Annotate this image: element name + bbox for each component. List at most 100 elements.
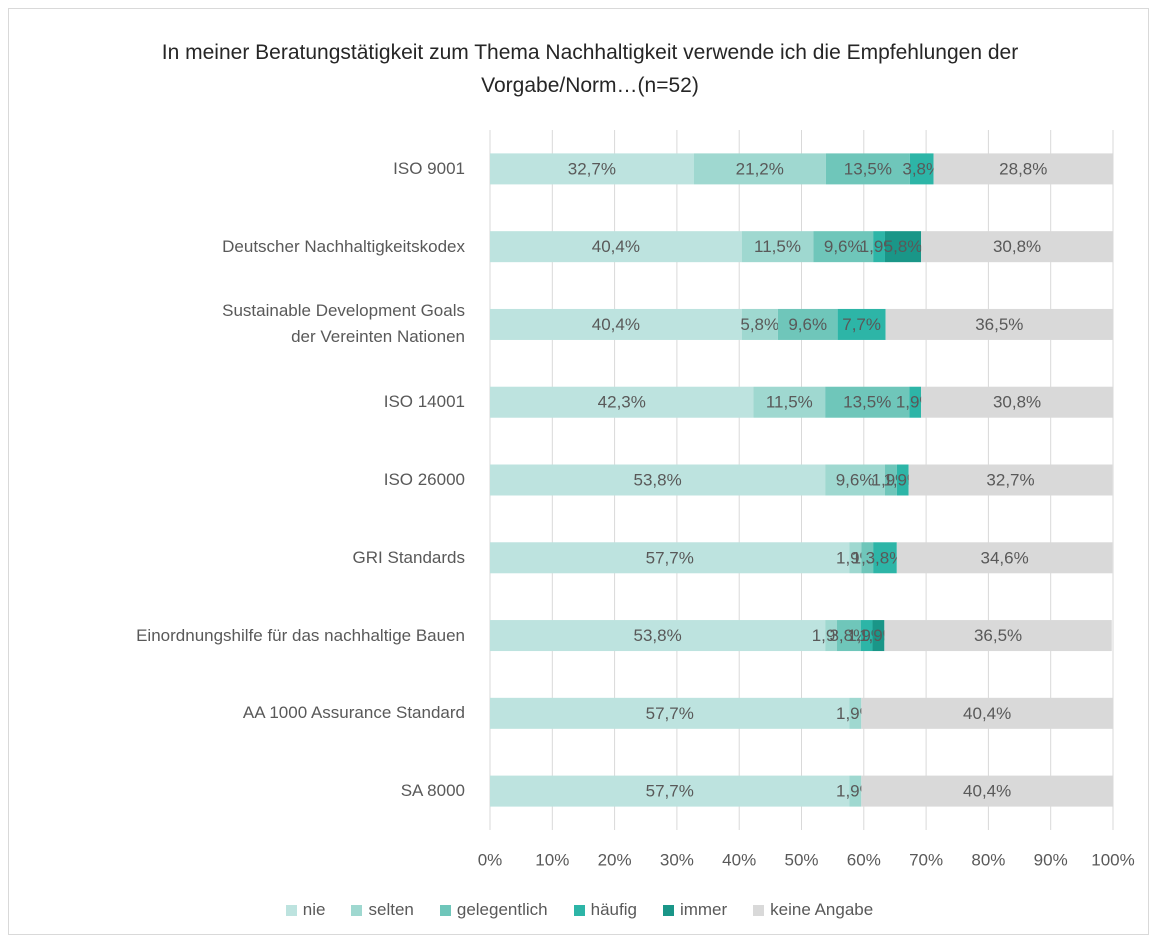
bar-segment: [860, 620, 873, 652]
category-label: GRI Standards: [352, 547, 465, 567]
bar-segment: [490, 464, 826, 496]
x-tick-label: 0%: [478, 850, 503, 869]
value-label: 53,8%: [633, 626, 681, 645]
value-label: 9,6%: [788, 315, 827, 334]
value-label: 7,7%: [842, 315, 881, 334]
value-label: 40,4%: [963, 782, 1011, 801]
bar-segment: [490, 775, 850, 807]
bar-segment: [921, 231, 1113, 263]
bar-segment: [908, 464, 1113, 496]
bar-segment: [490, 386, 754, 418]
category-label: Sustainable Development Goals der Verein…: [222, 301, 465, 347]
legend-label: nie: [302, 900, 326, 919]
value-label: 57,7%: [646, 782, 694, 801]
bar-segment: [884, 464, 897, 496]
x-tick-label: 80%: [971, 850, 1005, 869]
bar-segment: [490, 231, 742, 263]
chart-frame: [8, 8, 1149, 935]
bar-segment: [849, 697, 862, 729]
value-label: 57,7%: [646, 548, 694, 567]
bar-segment: [921, 386, 1113, 418]
bar-segment: [490, 620, 826, 652]
x-tick-label: 40%: [722, 850, 756, 869]
bar-segment: [849, 775, 862, 807]
bar-segment: [490, 308, 742, 340]
x-tick-label: 50%: [784, 850, 818, 869]
bar-segment: [861, 697, 1113, 729]
value-label: 11,5%: [766, 393, 813, 412]
x-tick-label: 10%: [535, 850, 569, 869]
bar-segment: [885, 308, 1113, 340]
bar-segment: [861, 542, 874, 574]
x-tick-label: 90%: [1034, 850, 1068, 869]
value-label: 34,6%: [980, 548, 1028, 567]
legend-item: gelegentlich: [439, 900, 548, 920]
bar-segment: [896, 464, 909, 496]
legend-swatch: [753, 904, 765, 916]
value-label: 40,4%: [963, 704, 1011, 723]
bar-segment: [861, 775, 1113, 807]
legend-swatch: [351, 904, 363, 916]
x-tick-label: 60%: [847, 850, 881, 869]
legend-swatch: [439, 904, 451, 916]
category-label: Deutscher Nachhaltigkeitskodex: [222, 236, 465, 256]
bar-segment: [825, 464, 885, 496]
value-label: 5,8%: [884, 237, 923, 256]
bar-segment: [490, 153, 694, 185]
value-label: 5,8%: [740, 315, 779, 334]
legend-item: nie: [285, 900, 326, 920]
legend-label: selten: [368, 900, 414, 919]
legend-item: immer: [662, 900, 728, 920]
value-label: 21,2%: [736, 159, 784, 178]
value-label: 32,7%: [986, 470, 1034, 489]
value-label: 40,4%: [592, 237, 640, 256]
legend-item: keine Angabe: [753, 900, 873, 920]
bar-segment: [741, 308, 778, 340]
value-label: 32,7%: [568, 159, 616, 178]
category-label: Einordnungshilfe für das nachhaltige Bau…: [136, 625, 465, 645]
legend-swatch: [573, 904, 585, 916]
value-label: 53,8%: [633, 470, 681, 489]
bar-segment: [873, 542, 897, 574]
value-label: 3,8%: [829, 626, 868, 645]
category-label: SA 8000: [400, 781, 465, 801]
chart-title: In meiner Beratungstätigkeit zum Thema N…: [161, 41, 1019, 97]
value-label: 30,8%: [993, 393, 1041, 412]
bar-segment: [933, 153, 1113, 185]
value-label: 9,6%: [836, 470, 875, 489]
category-label: AA 1000 Assurance Standard: [242, 703, 465, 723]
bar-segment: [872, 620, 885, 652]
value-label: 36,5%: [975, 315, 1023, 334]
value-label: 36,5%: [974, 626, 1022, 645]
bar-segment: [813, 231, 874, 263]
bar-segment: [777, 308, 838, 340]
value-label: 13,5%: [843, 393, 891, 412]
legend-item: häufig: [573, 900, 637, 920]
bar-segment: [884, 620, 1112, 652]
bar-segment: [909, 153, 934, 185]
category-label: ISO 9001: [393, 158, 465, 178]
bar-segment: [873, 231, 885, 263]
bar-segment: [837, 308, 886, 340]
legend-swatch: [285, 904, 297, 916]
bar-segment: [825, 386, 910, 418]
category-label: ISO 14001: [383, 392, 465, 412]
value-label: 3,8%: [902, 159, 941, 178]
bar-segment: [490, 542, 850, 574]
bar-segment: [490, 697, 850, 729]
bar-segment: [741, 231, 814, 263]
value-label: 11,5%: [754, 237, 801, 256]
category-label: ISO 26000: [383, 470, 465, 489]
bar-segment: [849, 542, 862, 574]
bar-segment: [896, 542, 1113, 574]
legend-item: selten: [351, 900, 414, 920]
legend-label: häufig: [590, 900, 637, 919]
legend-label: immer: [679, 900, 728, 919]
bar-segment: [884, 231, 922, 263]
x-tick-label: 70%: [909, 850, 943, 869]
value-label: 40,4%: [592, 315, 640, 334]
bar-segment: [753, 386, 826, 418]
value-label: 3,8%: [866, 548, 905, 567]
